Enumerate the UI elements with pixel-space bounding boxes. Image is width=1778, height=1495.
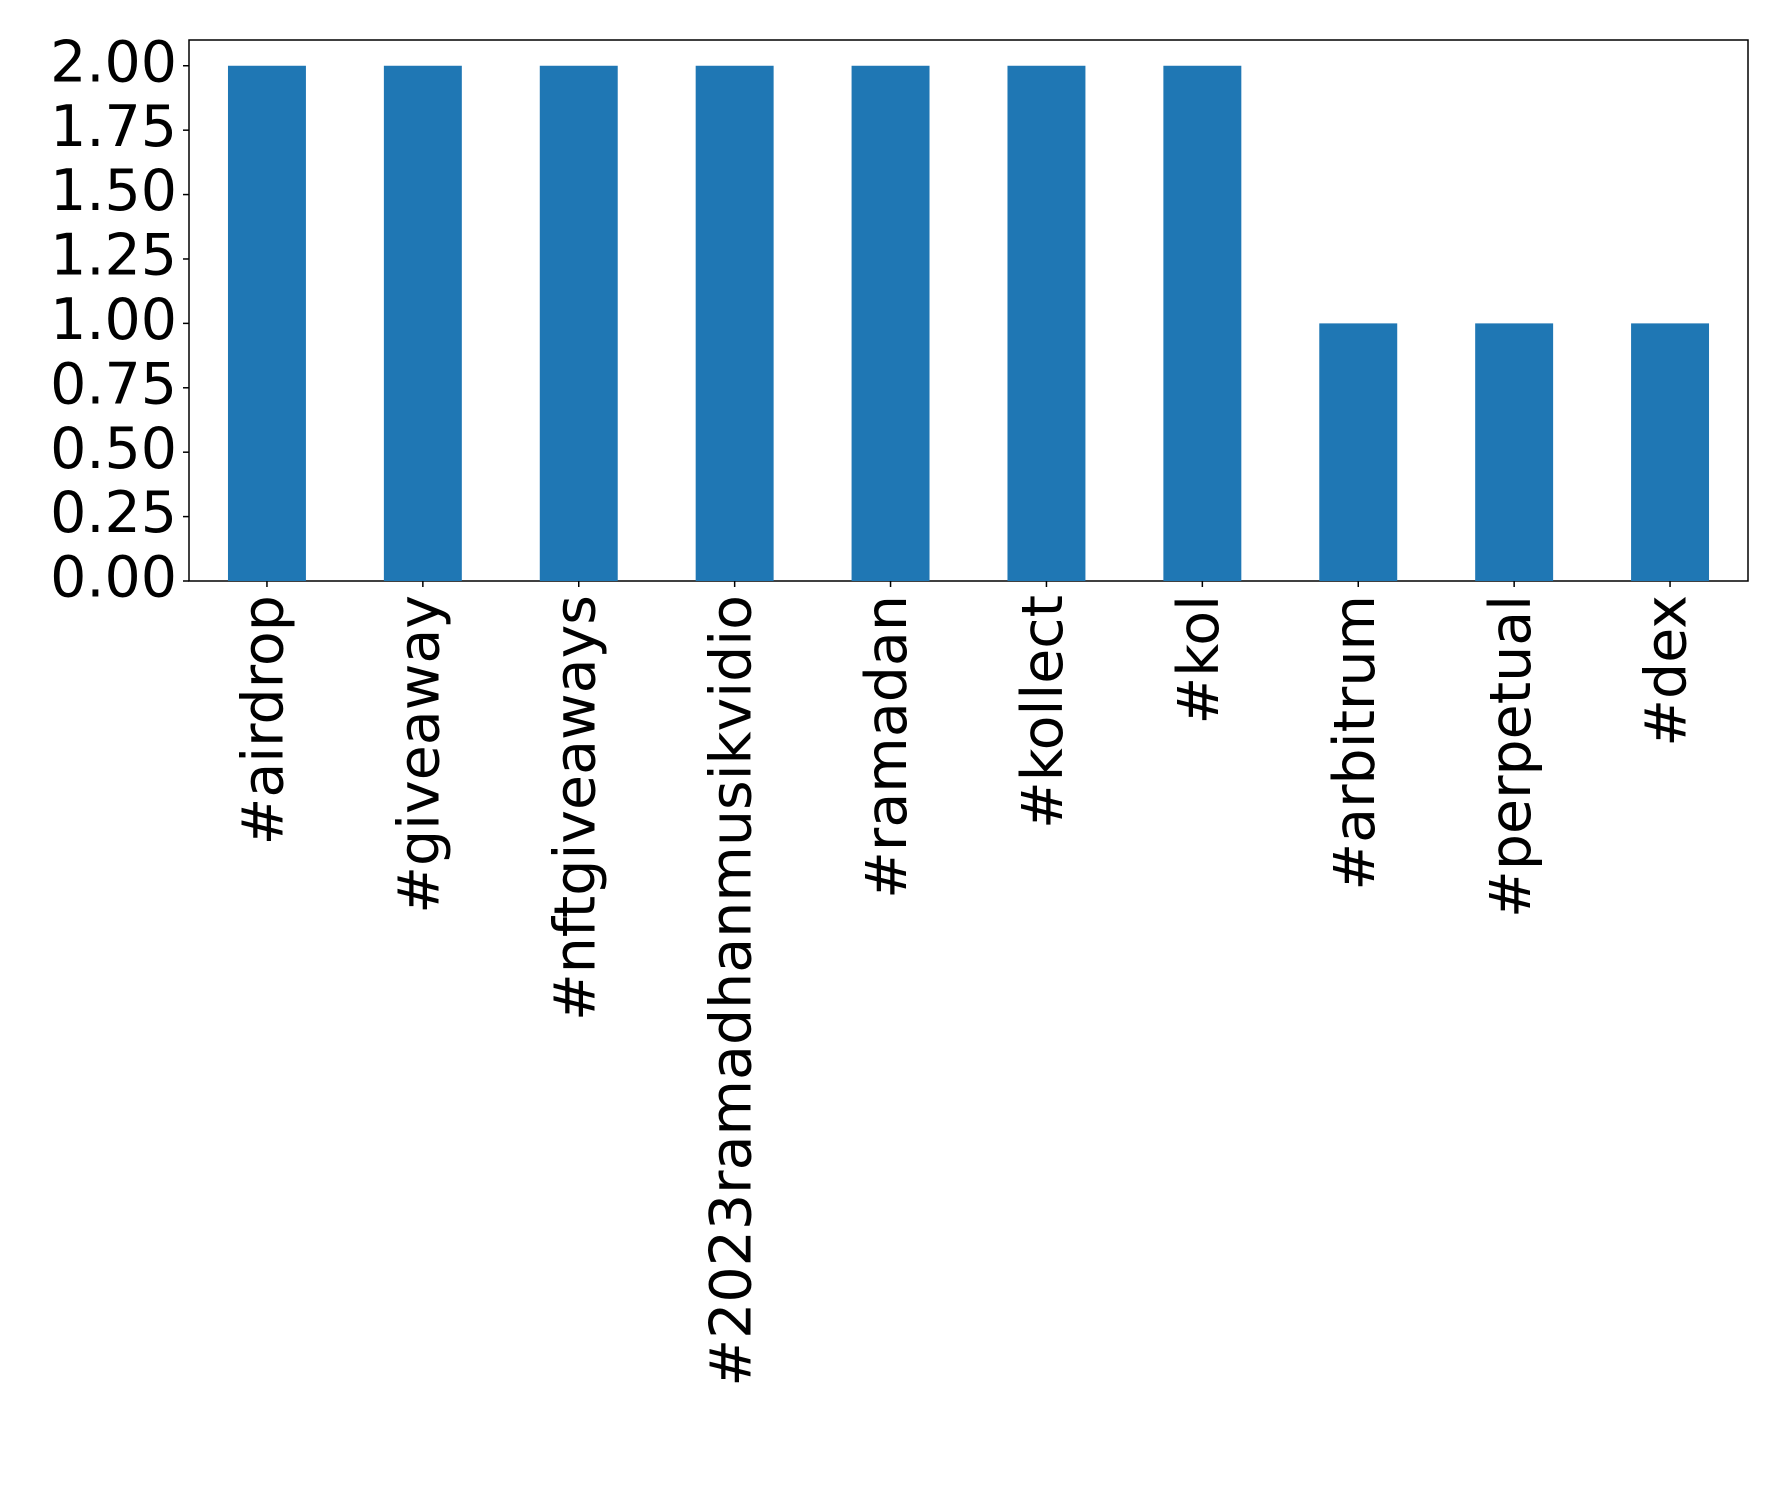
y-tick-label: 1.00 bbox=[50, 287, 177, 353]
bar bbox=[851, 65, 930, 581]
x-tick-label: #perpetual bbox=[1478, 595, 1544, 918]
x-tick-label: #dex bbox=[1634, 595, 1700, 747]
x-tick-label: #ramadan bbox=[854, 595, 920, 899]
y-tick-label: 2.00 bbox=[50, 29, 177, 95]
x-tick-label: #airdrop bbox=[231, 595, 297, 845]
bar bbox=[695, 65, 774, 581]
y-tick-label: 1.50 bbox=[50, 158, 177, 224]
y-tick-label: 0.25 bbox=[50, 480, 177, 546]
x-tick-label: #kollect bbox=[1010, 595, 1076, 829]
plot-frame bbox=[188, 39, 1749, 582]
bar bbox=[1631, 323, 1710, 581]
y-tick-label: 1.75 bbox=[50, 94, 177, 160]
y-tick-label: 0.00 bbox=[50, 545, 177, 611]
x-tick-label: #giveaway bbox=[386, 595, 452, 914]
y-tick-label: 0.75 bbox=[50, 351, 177, 417]
bar bbox=[1007, 65, 1086, 581]
bar bbox=[1319, 323, 1398, 581]
bar bbox=[1163, 65, 1242, 581]
bar bbox=[1475, 323, 1554, 581]
bar bbox=[539, 65, 618, 581]
bar bbox=[383, 65, 462, 581]
bar bbox=[227, 65, 306, 581]
x-tick-label: #kol bbox=[1166, 595, 1232, 724]
x-tick-label: #nftgiveaways bbox=[542, 595, 608, 1021]
x-tick-label: #arbitrum bbox=[1322, 595, 1388, 891]
y-tick-label: 0.50 bbox=[50, 416, 177, 482]
y-tick-label: 1.25 bbox=[50, 223, 177, 289]
x-tick-label: #2023ramadhanmusikvidio bbox=[698, 595, 764, 1387]
